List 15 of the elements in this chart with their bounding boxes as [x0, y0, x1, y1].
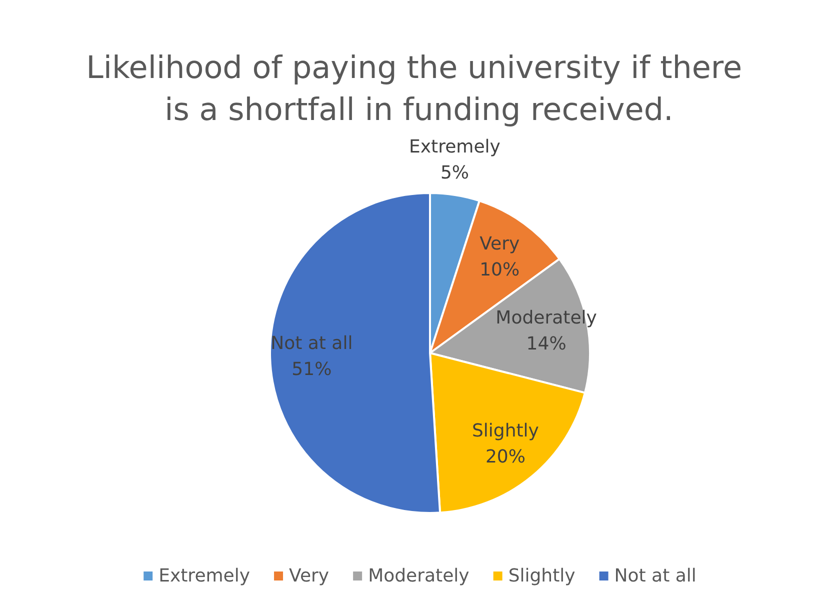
legend-label: Moderately — [368, 566, 470, 586]
slice-label: Very — [480, 234, 520, 255]
legend-label: Extremely — [158, 566, 250, 586]
legend-label: Slightly — [508, 566, 576, 586]
slice-label: Extremely — [409, 136, 501, 158]
legend-label: Very — [289, 566, 330, 586]
slice-label: Not at all — [270, 333, 353, 354]
data-label: 14% — [526, 333, 566, 354]
data-label: 10% — [480, 260, 520, 281]
legend-label: Not at all — [614, 566, 696, 586]
chart-title: Likelihood of paying the university if there is a shortfall in funding received. — [86, 50, 752, 128]
slice-label: Slightly — [472, 420, 540, 442]
data-label: 51% — [292, 359, 332, 380]
data-label: 5% — [440, 162, 470, 184]
data-label: 20% — [485, 446, 526, 468]
